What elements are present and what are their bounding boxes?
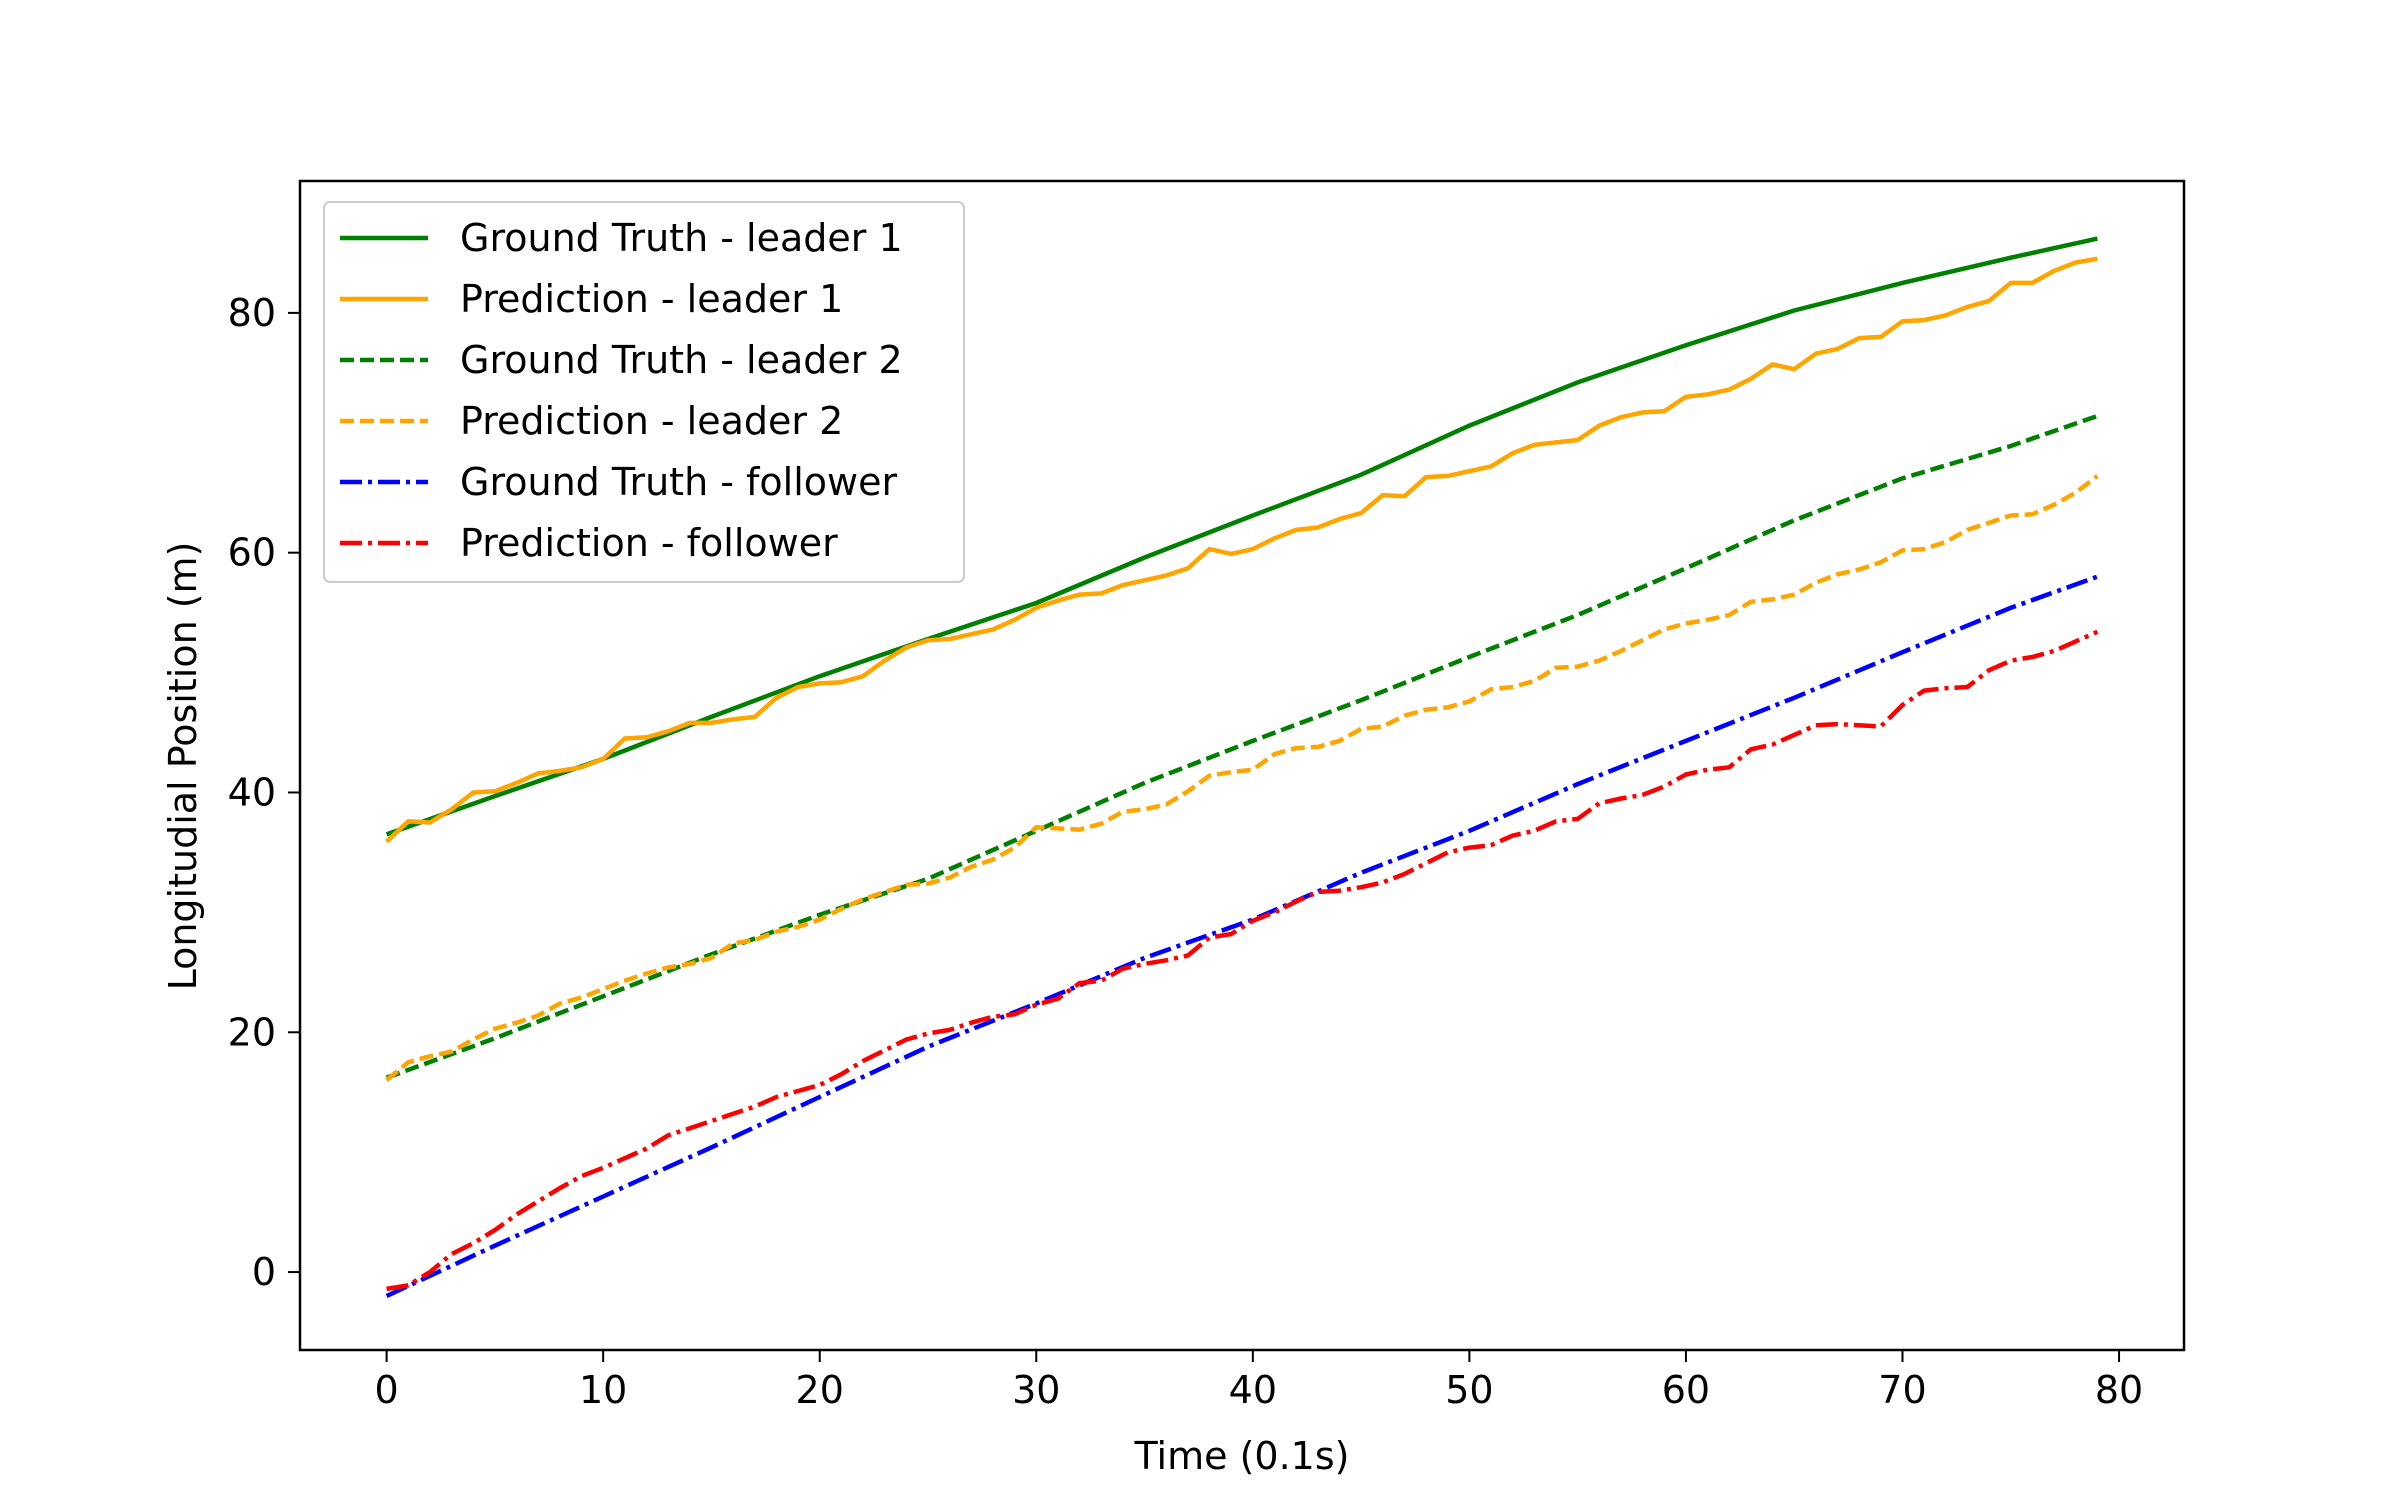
series-line-prediction-leader-2 — [385, 474, 2099, 1082]
x-tick-label: 10 — [579, 1368, 627, 1412]
legend-label-prediction-leader-1: Prediction - leader 1 — [460, 277, 843, 321]
x-tick-label: 30 — [1012, 1368, 1060, 1412]
legend-label-prediction-follower: Prediction - follower — [460, 521, 838, 565]
y-tick-label: 60 — [228, 531, 276, 575]
x-tick-label: 40 — [1229, 1368, 1277, 1412]
x-tick-label: 20 — [796, 1368, 844, 1412]
x-tick-label: 50 — [1445, 1368, 1493, 1412]
x-tick-label: 0 — [375, 1368, 399, 1412]
legend-label-ground-truth-leader-2: Ground Truth - leader 2 — [460, 338, 903, 382]
x-axis: 0 10 20 30 40 50 60 70 80 — [375, 1350, 2143, 1412]
y-axis: 0 20 40 60 80 — [228, 291, 300, 1294]
legend-box — [323, 201, 965, 583]
series-line-prediction-follower — [386, 629, 2099, 1292]
x-tick-label: 60 — [1662, 1368, 1710, 1412]
plot-frame — [298, 179, 2186, 1352]
x-tick-label: 70 — [1878, 1368, 1926, 1412]
legend-label-prediction-leader-2: Prediction - leader 2 — [460, 399, 843, 443]
y-tick-label: 40 — [228, 770, 276, 814]
series-line-prediction-leader-1 — [385, 256, 2098, 844]
x-tick-label: 80 — [2095, 1368, 2143, 1412]
x-axis-label: Time (0.1s) — [1134, 1434, 1350, 1478]
y-tick-label: 80 — [228, 291, 276, 335]
legend-label-ground-truth-leader-1: Ground Truth - leader 1 — [460, 216, 903, 260]
plot-lines — [385, 236, 2099, 1299]
legend-label-ground-truth-follower: Ground Truth - follower — [460, 460, 897, 504]
y-axis-label: Longitudial Position (m) — [161, 542, 205, 991]
legend: Ground Truth - leader 1 Prediction - lead… — [323, 201, 965, 583]
series-line-ground-truth-follower — [385, 574, 2099, 1299]
y-tick-label: 20 — [228, 1010, 276, 1054]
y-tick-label: 0 — [252, 1250, 276, 1294]
